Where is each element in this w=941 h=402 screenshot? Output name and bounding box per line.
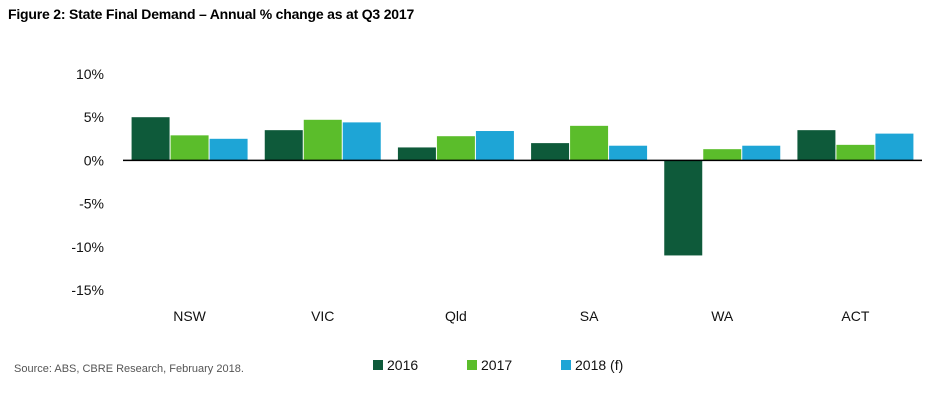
bar-wa-2018f: [742, 145, 781, 161]
y-tick-label: 5%: [84, 109, 104, 125]
y-tick-label: -10%: [71, 239, 104, 255]
y-axis: 10% 5% 0% -5% -10% -15%: [71, 66, 104, 298]
figure-title: Figure 2: State Final Demand – Annual % …: [8, 6, 415, 22]
bar-act-2018f: [875, 133, 914, 161]
bar-qld-2016: [397, 147, 436, 161]
legend-label: 2018 (f): [575, 357, 623, 373]
legend-label: 2016: [387, 357, 418, 373]
x-axis: NSW VIC Qld SA WA ACT: [173, 308, 870, 324]
bar-vic-2016: [264, 130, 303, 161]
bar-wa-2017: [703, 149, 742, 161]
bar-nsw-2016: [131, 117, 170, 161]
legend-label: 2017: [481, 357, 512, 373]
category-label: NSW: [173, 308, 206, 324]
bar-vic-2018f: [342, 122, 381, 161]
y-tick-label: -5%: [79, 196, 104, 212]
bars: [131, 117, 914, 256]
y-tick-label: -15%: [71, 282, 104, 298]
bar-vic-2017: [303, 119, 342, 161]
bar-sa-2017: [570, 125, 609, 161]
source-note: Source: ABS, CBRE Research, February 201…: [14, 363, 244, 375]
bar-act-2017: [836, 144, 875, 161]
legend-swatch: [467, 360, 477, 370]
category-label: SA: [580, 308, 599, 324]
bar-sa-2018f: [609, 145, 648, 161]
category-label: Qld: [445, 308, 467, 324]
legend: 2016 2017 2018 (f): [373, 357, 623, 373]
bar-act-2016: [797, 130, 836, 161]
category-label: VIC: [311, 308, 334, 324]
category-label: ACT: [841, 308, 869, 324]
y-tick-label: 10%: [76, 66, 104, 82]
bar-nsw-2018f: [209, 138, 248, 161]
y-tick-label: 0%: [84, 152, 104, 168]
legend-swatch: [561, 360, 571, 370]
bar-qld-2017: [436, 136, 475, 161]
bar-nsw-2017: [170, 135, 209, 161]
bar-wa-2016: [664, 160, 703, 256]
bar-qld-2018f: [475, 131, 514, 161]
category-label: WA: [711, 308, 734, 324]
legend-swatch: [373, 360, 383, 370]
bar-sa-2016: [531, 143, 570, 161]
